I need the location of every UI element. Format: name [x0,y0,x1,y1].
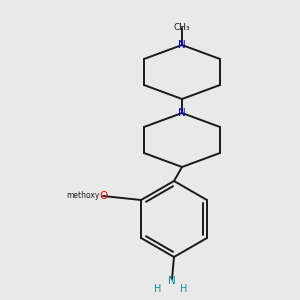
Text: N: N [168,276,176,286]
Text: N: N [178,40,186,50]
Text: H: H [180,284,188,294]
Text: N: N [178,108,186,118]
Text: methoxy: methoxy [66,191,100,200]
Text: O: O [99,191,107,201]
Text: H: H [154,284,162,294]
Text: CH₃: CH₃ [174,23,190,32]
